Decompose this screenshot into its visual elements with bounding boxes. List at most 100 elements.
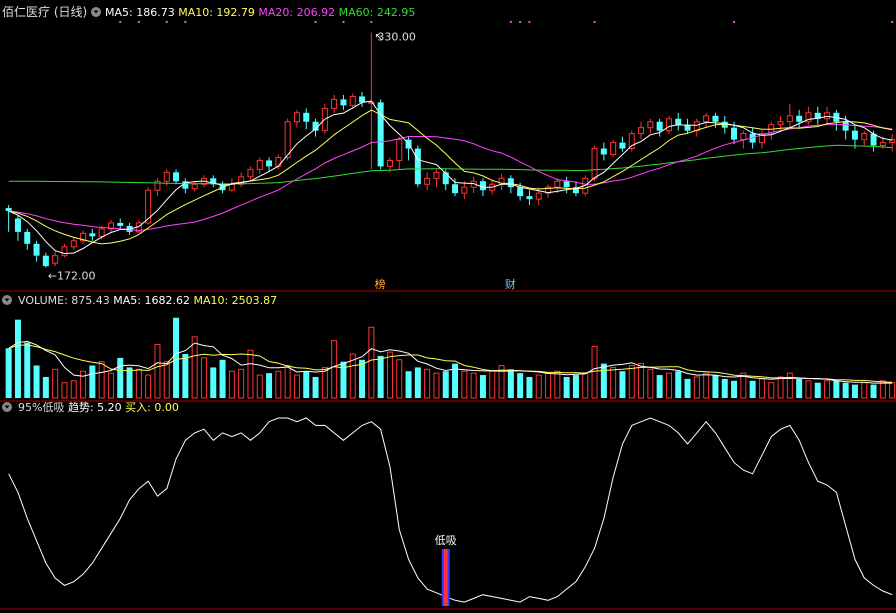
candle-up [786,115,793,123]
ma60-line [8,144,893,185]
volume-bar-down [405,371,412,398]
ma-label: MA60: 242.95 [339,6,416,19]
event-dot [593,21,596,23]
volume-bar-up [489,370,496,399]
candle-down [266,160,273,167]
candle-down [210,178,217,185]
candle-down [731,127,738,140]
signal-label: 低吸 [435,534,457,547]
volume-bar-down [210,367,217,398]
volume-bar-down [5,348,12,398]
event-marker: 榜 [375,277,386,291]
candle-up [545,186,552,194]
candle-up [638,127,645,135]
volume-bar-down [721,378,728,398]
event-dot [509,21,512,23]
volume-bar-up [396,359,403,399]
volume-bar-up [368,326,375,399]
volume-bar-up [535,374,542,399]
volume-bar-up [321,366,328,399]
candle-up [889,139,896,144]
volume-bar-down [89,365,96,398]
volume-bar-down [507,369,514,398]
indicator-title: 95%低吸 [18,401,68,414]
candle-down [5,208,12,212]
candle-up [275,156,282,167]
candle-down [377,102,384,167]
volume-bar-up [740,372,747,399]
candle-down [712,115,719,122]
candle-up [665,118,672,132]
candle-up [256,159,263,170]
volume-ma10-line [8,344,893,383]
volume-bar-up [191,336,198,399]
candle-down [526,196,533,200]
candle-down [842,121,849,131]
candle-down [796,115,803,122]
volume-bar-up [80,370,87,399]
event-dot [165,21,168,23]
volume-bar-up [154,343,161,399]
volume-bar-down [219,359,226,398]
candle-up [777,121,784,126]
volume-bar-down [684,378,691,398]
candle-up [61,246,68,257]
volume-bar-down [303,371,310,398]
candle-down [507,178,514,188]
candle-up [424,177,431,185]
volume-bar-down [359,359,366,398]
volume-bar-up [768,382,775,399]
volume-bar-down [619,371,626,398]
candle-down [89,233,96,237]
volume-bar-up [665,372,672,399]
volume-bar-up [703,372,710,399]
volume-bar-down [42,376,49,398]
ma-label: MA20: 206.92 [258,6,338,19]
volume-bar-up [889,382,896,399]
trend-line [8,417,893,603]
volume-bar-down [266,373,273,398]
price-collapse-icon-arrow [93,10,99,14]
volume-bar-up [331,340,338,399]
candle-up [70,240,77,248]
candle-up [331,98,338,109]
candle-down [600,148,607,155]
candle-up [824,112,831,120]
low-price-label: ←172.00 [48,270,96,283]
candle-down [303,112,310,122]
volume-bar-down [312,376,319,398]
candle-up [107,222,114,230]
indicator-collapse-icon-arrow [4,405,10,409]
volume-bar-up [758,378,765,399]
candle-up [80,232,87,242]
volume-bar-up [582,372,589,399]
candle-down [359,96,366,103]
volume-bar-up [786,372,793,399]
volume-bar-up [70,380,77,399]
volume-bar-up [628,365,635,399]
volume-bar-up [879,380,886,399]
volume-bar-down [563,376,570,398]
candle-up [163,171,170,182]
ma20-line [8,124,893,232]
candle-down [479,181,486,191]
candle-down [24,231,31,244]
volume-bar-down [833,380,840,398]
volume-bar-down [731,380,738,398]
candle-down [721,121,728,128]
volume-bar-down [517,373,524,398]
candle-up [228,183,235,191]
candle-up [693,121,700,132]
indicator-header: 95%低吸 趋势: 5.20 买入: 0.00 [18,401,179,414]
candle-up [293,112,300,123]
candle-up [591,148,598,179]
candle-up [740,133,747,141]
candle-down [572,187,579,194]
volume-bar-down [14,319,21,398]
candle-up [52,255,59,264]
ma-label: MA10: 192.79 [178,6,258,19]
event-marker: 财 [505,277,516,291]
volume-ma5-line [8,340,893,384]
volume-ma-label: MA10: 2503.87 [193,294,277,307]
volume-bar-up [424,368,431,399]
